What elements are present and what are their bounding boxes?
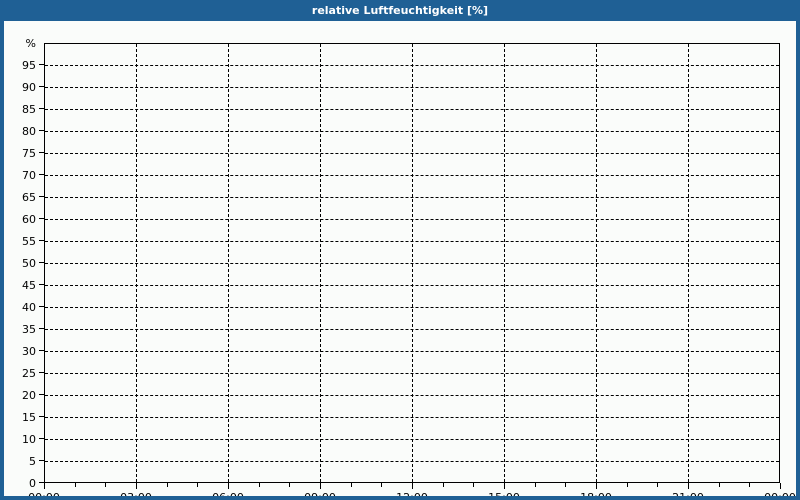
y-axis-tick-label: 70: [22, 169, 36, 182]
x-axis-tick-time: 06:00: [212, 491, 244, 500]
x-axis-tick-time: 12:00: [396, 491, 428, 500]
y-axis-tick: [39, 108, 44, 109]
y-axis-tick: [39, 284, 44, 285]
x-axis-tick: [44, 483, 45, 489]
y-axis-tick-label: 85: [22, 103, 36, 116]
y-axis-tick: [39, 372, 44, 373]
y-axis-tick: [39, 262, 44, 263]
y-axis-tick: [39, 350, 44, 351]
gridline-vertical: [228, 44, 229, 482]
x-axis-tick-time: 00:00: [28, 491, 60, 500]
y-axis-tick-label: 35: [22, 323, 36, 336]
y-axis-tick-label: 50: [22, 257, 36, 270]
y-axis-tick-label: 95: [22, 59, 36, 72]
y-axis-tick-label: 90: [22, 81, 36, 94]
x-axis-tick: [780, 483, 781, 489]
x-axis-minor-tick: [473, 483, 475, 487]
x-axis-minor-tick: [105, 483, 107, 487]
x-axis-minor-tick: [74, 483, 76, 487]
y-axis-tick: [39, 64, 44, 65]
y-axis-tick-label: 40: [22, 301, 36, 314]
gridline-vertical: [688, 44, 689, 482]
y-axis-tick-label: 5: [29, 455, 36, 468]
chart-canvas: % 95 90 85 80 75 70 65 60 55 50 45 40 35 30 25 20 15 10 5 0…: [4, 21, 796, 496]
x-axis-tick-time: 21:00: [672, 491, 704, 500]
y-axis-tick: [39, 416, 44, 417]
y-axis-tick: [39, 306, 44, 307]
x-axis-tick-time: 03:00: [120, 491, 152, 500]
y-axis-tick: [39, 438, 44, 439]
y-axis-tick-label: 20: [22, 389, 36, 402]
x-axis-tick: [320, 483, 321, 489]
x-axis-tick: [136, 483, 137, 489]
y-axis-unit-label: %: [25, 37, 36, 50]
y-axis-tick-label: 60: [22, 213, 36, 226]
x-axis-minor-tick: [749, 483, 751, 487]
x-axis-tick-label: 09:0029.12.25: [296, 491, 345, 500]
y-axis-tick-label: 15: [22, 411, 36, 424]
y-axis-tick-label: 30: [22, 345, 36, 358]
x-axis-tick: [688, 483, 689, 489]
y-axis-tick: [39, 460, 44, 461]
y-axis-tick-label: 65: [22, 191, 36, 204]
y-axis-tick: [39, 394, 44, 395]
x-axis-tick: [228, 483, 229, 489]
gridline-vertical: [504, 44, 505, 482]
y-axis-tick: [39, 240, 44, 241]
gridline-vertical: [320, 44, 321, 482]
y-axis-tick-label: 75: [22, 147, 36, 160]
x-axis-minor-tick: [565, 483, 567, 487]
gridline-vertical: [412, 44, 413, 482]
x-axis-tick-time: 15:00: [488, 491, 520, 500]
x-axis-tick-label: 15:0029.12.25: [480, 491, 529, 500]
y-axis-tick-label: 0: [29, 477, 36, 490]
window-title-bar: relative Luftfeuchtigkeit [%]: [4, 0, 796, 21]
x-axis-minor-tick: [626, 483, 628, 487]
x-axis-minor-tick: [718, 483, 720, 487]
x-axis-tick-label: 06:0029.12.25: [204, 491, 253, 500]
x-axis-minor-tick: [442, 483, 444, 487]
x-axis-tick-label: 03:0029.12.25: [112, 491, 161, 500]
x-axis-tick-label: 18:0029.12.25: [572, 491, 621, 500]
x-axis-minor-tick: [289, 483, 291, 487]
y-axis-tick: [39, 152, 44, 153]
x-axis-tick-label: 12:0029.12.25: [388, 491, 437, 500]
x-axis-minor-tick: [534, 483, 536, 487]
x-axis-tick-time: 18:00: [580, 491, 612, 500]
y-axis-tick-label: 80: [22, 125, 36, 138]
y-axis-tick-label: 55: [22, 235, 36, 248]
y-axis-tick: [39, 86, 44, 87]
x-axis-tick: [504, 483, 505, 489]
y-axis-tick: [39, 196, 44, 197]
x-axis-minor-tick: [381, 483, 383, 487]
y-axis-tick-label: 10: [22, 433, 36, 446]
x-axis-tick-label: 00:0029.12.25: [20, 491, 69, 500]
x-axis-minor-tick: [166, 483, 168, 487]
y-axis-tick-label: 45: [22, 279, 36, 292]
x-axis-minor-tick: [350, 483, 352, 487]
x-axis-tick: [412, 483, 413, 489]
y-axis: % 95 90 85 80 75 70 65 60 55 50 45 40 35 30 25 20 15 10 5 0: [4, 21, 44, 496]
x-axis-tick-label: 00:0030.12.25: [756, 491, 796, 500]
y-axis-tick: [39, 328, 44, 329]
x-axis-minor-tick: [197, 483, 199, 487]
x-axis-minor-tick: [258, 483, 260, 487]
y-axis-tick: [39, 130, 44, 131]
x-axis-minor-tick: [657, 483, 659, 487]
y-axis-tick: [39, 174, 44, 175]
y-axis-tick: [39, 482, 44, 483]
x-axis-tick: [596, 483, 597, 489]
plot-area: [44, 43, 780, 483]
gridline-vertical: [136, 44, 137, 482]
x-axis-tick-time: 09:00: [304, 491, 336, 500]
y-axis-tick-label: 25: [22, 367, 36, 380]
gridline-vertical: [596, 44, 597, 482]
y-axis-tick: [39, 218, 44, 219]
x-axis-tick-time: 00:00: [764, 491, 796, 500]
x-axis-tick-label: 21:0029.12.25: [664, 491, 713, 500]
